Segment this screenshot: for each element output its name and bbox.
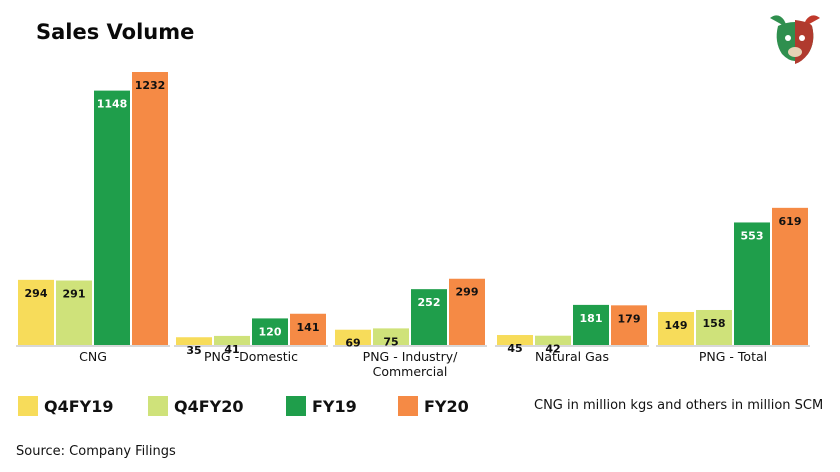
bar-value-label: 294: [25, 287, 48, 300]
baseline: [495, 345, 649, 347]
bar-fy19: [252, 318, 288, 345]
bar-q4fy19: [497, 335, 533, 345]
bar-fy20: [772, 207, 808, 345]
legend-item-fy20: FY20: [398, 396, 469, 416]
bar-value-label: 181: [580, 312, 603, 325]
bar-q4fy19: [335, 329, 371, 345]
bar-q4fy19: [176, 337, 212, 345]
bar-value-label: 141: [297, 321, 320, 334]
category-label: Commercial: [373, 364, 448, 379]
bar-q4fy19: [658, 311, 694, 345]
bar-fy20: [611, 305, 647, 345]
bar-value-label: 291: [63, 288, 86, 301]
bar-value-label: 69: [345, 337, 360, 350]
bar-value-label: 299: [456, 286, 479, 299]
legend-item-fy19: FY19: [286, 396, 357, 416]
legend-label-fy20: FY20: [424, 396, 469, 416]
bar-value-label: 553: [741, 229, 764, 242]
source-note: Source: Company Filings: [16, 444, 176, 459]
legend-label-q4fy19: Q4FY19: [44, 396, 114, 416]
legend-swatch-fy19: [286, 396, 306, 416]
bar-fy20: [290, 313, 326, 345]
bar-q4fy20: [696, 309, 732, 345]
bar-fy19: [94, 90, 130, 345]
bar-q4fy20: [373, 328, 409, 345]
bar-value-label: 75: [383, 335, 398, 348]
category-label: PNG - Industry/: [363, 349, 458, 364]
legend-label-q4fy20: Q4FY20: [174, 396, 244, 416]
bar-value-label: 179: [618, 312, 641, 325]
bar-fy20: [449, 278, 485, 345]
bar-q4fy19: [18, 279, 54, 345]
legend-swatch-q4fy20: [148, 396, 168, 416]
category-label: Natural Gas: [535, 349, 609, 364]
bar-fy19: [734, 222, 770, 345]
legend-item-q4fy19: Q4FY19: [18, 396, 114, 416]
bar-value-label: 149: [665, 319, 688, 332]
bar-value-label: 252: [418, 296, 441, 309]
baseline: [16, 345, 170, 347]
bar-value-label: 45: [507, 342, 522, 355]
category-label: PNG - Total: [699, 349, 767, 364]
chart-title: Sales Volume: [36, 20, 195, 44]
bar-q4fy20: [56, 280, 92, 345]
units-note: CNG in million kgs and others in million…: [534, 398, 824, 413]
bar-value-label: 1232: [135, 79, 166, 92]
baseline: [333, 345, 487, 347]
bull-bear-head-icon: [770, 15, 820, 64]
legend-swatch-q4fy19: [18, 396, 38, 416]
bar-fy20: [132, 72, 168, 345]
bar-value-label: 41: [224, 343, 239, 356]
bar-value-label: 1148: [97, 98, 128, 111]
baseline: [656, 345, 810, 347]
bar-value-label: 158: [703, 317, 726, 330]
category-label: PNG -Domestic: [204, 349, 298, 364]
category-label: CNG: [79, 349, 107, 364]
baseline: [174, 345, 328, 347]
bar-fy19: [411, 289, 447, 345]
legend-item-q4fy20: Q4FY20: [148, 396, 244, 416]
bar-q4fy20: [214, 335, 250, 345]
legend-label-fy19: FY19: [312, 396, 357, 416]
bar-chart: 294 291 1148 1232 35 41 120 141 69 75 252 299 45 42 18…: [16, 72, 810, 379]
legend-swatch-fy20: [398, 396, 418, 416]
bar-value-label: 42: [545, 343, 560, 356]
bar-value-label: 619: [779, 215, 802, 228]
bar-q4fy20: [535, 335, 571, 345]
bar-value-label: 35: [186, 344, 201, 357]
bar-fy19: [573, 304, 609, 345]
bar-value-label: 120: [259, 325, 282, 338]
